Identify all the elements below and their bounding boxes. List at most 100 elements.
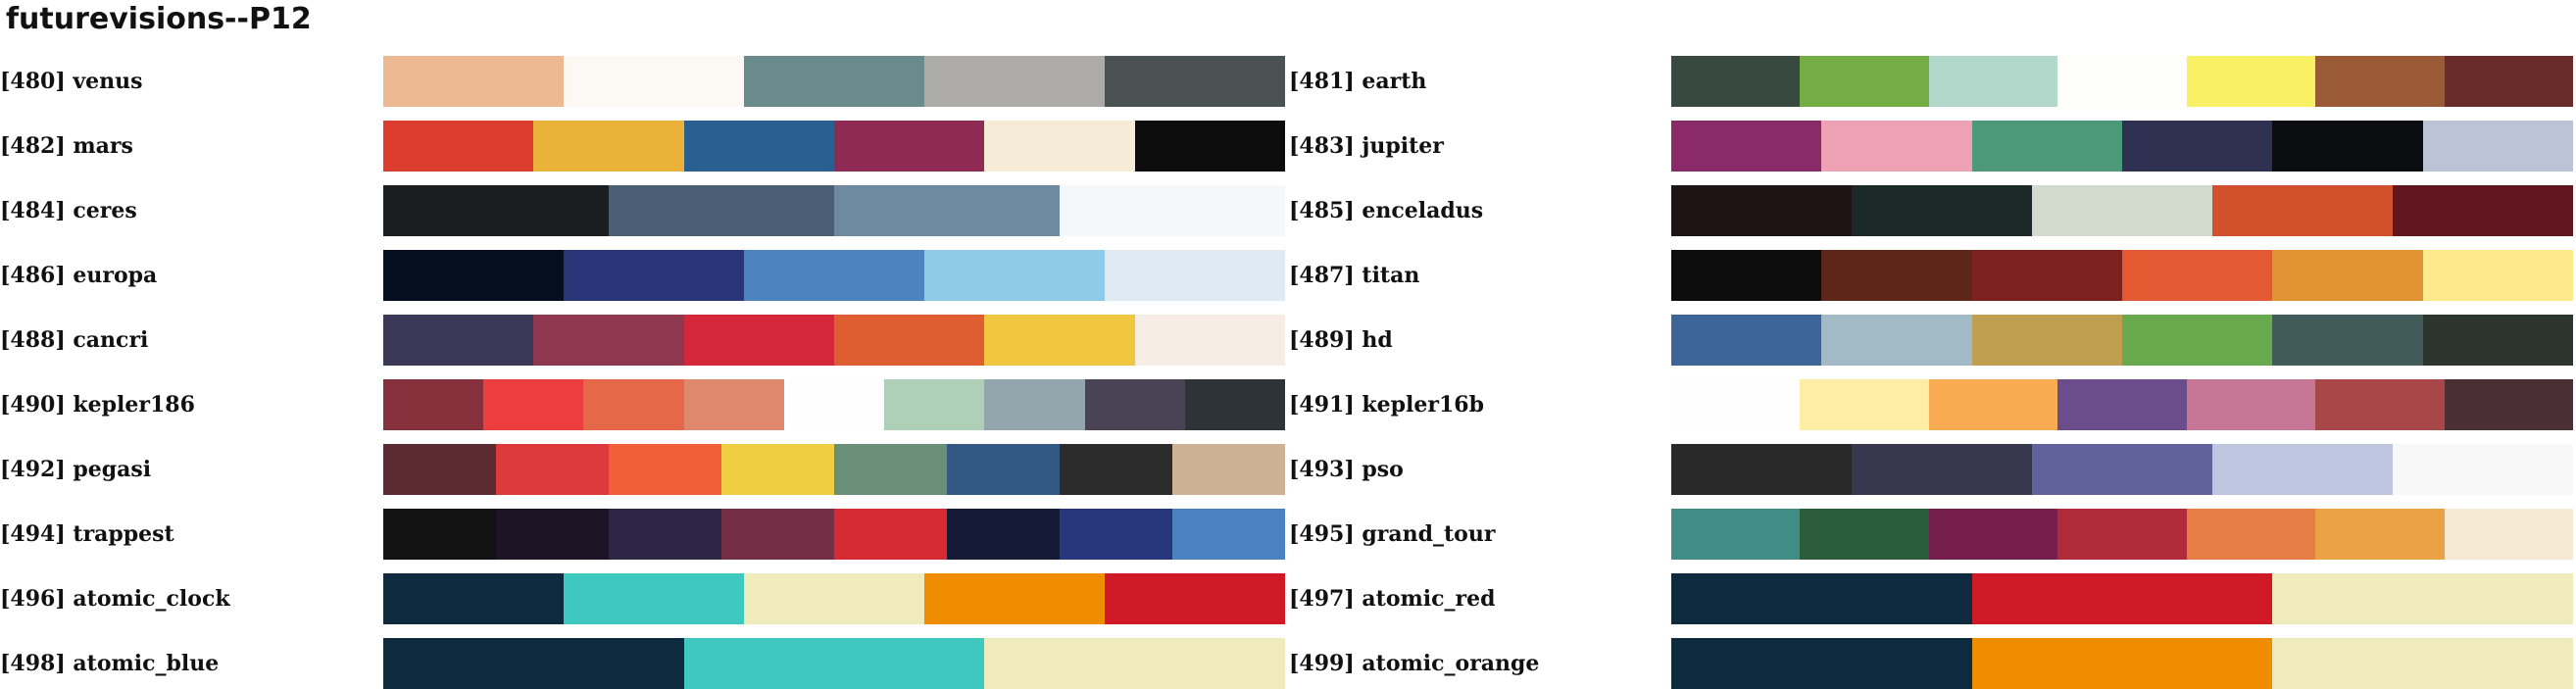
color-swatch xyxy=(834,185,1060,236)
color-swatch xyxy=(2422,121,2573,172)
palette-label-ceres: [484] ceres xyxy=(0,198,137,223)
color-swatch xyxy=(1172,509,1285,560)
color-swatch xyxy=(1671,185,1852,236)
palette-bar-europa xyxy=(383,250,1285,301)
color-swatch xyxy=(783,379,885,430)
palette-label-atomic-orange: [499] atomic_orange xyxy=(1289,651,1540,676)
color-swatch xyxy=(1821,121,1972,172)
color-swatch xyxy=(834,444,947,495)
color-swatch xyxy=(884,379,985,430)
color-swatch xyxy=(609,185,834,236)
color-swatch xyxy=(2444,509,2573,560)
color-swatch xyxy=(1928,56,2058,107)
color-swatch xyxy=(1852,444,2032,495)
color-swatch xyxy=(2272,315,2423,366)
color-swatch xyxy=(1821,250,1972,301)
palette-bar-kepler16b xyxy=(1671,379,2573,430)
palette-bar-pegasi xyxy=(383,444,1285,495)
color-swatch xyxy=(833,315,985,366)
color-swatch xyxy=(1971,250,2122,301)
palette-bar-enceladus xyxy=(1671,185,2573,236)
palette-bar-atomic-red xyxy=(1671,573,2574,624)
palette-label-kepler16b: [491] kepler16b xyxy=(1289,392,1484,418)
color-swatch xyxy=(1105,56,1285,107)
color-swatch xyxy=(383,56,564,107)
color-swatch xyxy=(1671,121,1822,172)
color-swatch xyxy=(683,121,834,172)
color-swatch xyxy=(2121,315,2273,366)
color-swatch xyxy=(1971,573,2273,624)
color-swatch xyxy=(564,250,744,301)
color-swatch xyxy=(609,509,721,560)
color-swatch xyxy=(683,379,784,430)
color-swatch xyxy=(2272,638,2574,689)
color-swatch xyxy=(1971,315,2122,366)
color-swatch xyxy=(1060,444,1172,495)
color-swatch xyxy=(1971,121,2122,172)
color-swatch xyxy=(924,56,1105,107)
palette-bar-hd xyxy=(1671,315,2573,366)
color-swatch xyxy=(683,315,834,366)
color-swatch xyxy=(1184,379,1285,430)
color-swatch xyxy=(1671,444,1852,495)
color-swatch xyxy=(1060,185,1285,236)
color-swatch xyxy=(924,573,1105,624)
color-swatch xyxy=(2032,444,2212,495)
palette-label-hd: [489] hd xyxy=(1289,327,1393,353)
palette-label-pegasi: [492] pegasi xyxy=(0,457,152,482)
color-swatch xyxy=(2444,379,2573,430)
palette-bar-jupiter xyxy=(1671,121,2573,172)
color-swatch xyxy=(483,379,584,430)
color-swatch xyxy=(2272,250,2423,301)
palette-bar-earth xyxy=(1671,56,2573,107)
color-swatch xyxy=(564,573,744,624)
color-swatch xyxy=(1671,638,1972,689)
color-swatch xyxy=(1852,185,2032,236)
color-swatch xyxy=(609,444,721,495)
palette-label-atomic-red: [497] atomic_red xyxy=(1289,586,1496,612)
color-swatch xyxy=(744,250,924,301)
palette-bar-trappest xyxy=(383,509,1285,560)
color-swatch xyxy=(1800,379,1929,430)
color-swatch xyxy=(1671,250,1822,301)
color-swatch xyxy=(1134,121,1285,172)
color-swatch xyxy=(383,379,484,430)
color-swatch xyxy=(744,56,924,107)
palette-label-mars: [482] mars xyxy=(0,133,133,159)
color-swatch xyxy=(383,573,564,624)
color-swatch xyxy=(533,121,684,172)
palette-bar-mars xyxy=(383,121,1285,172)
color-swatch xyxy=(721,444,834,495)
color-swatch xyxy=(2315,379,2445,430)
color-swatch xyxy=(1800,56,1929,107)
color-swatch xyxy=(834,509,947,560)
color-swatch xyxy=(1105,573,1285,624)
color-swatch xyxy=(1134,315,1285,366)
palette-label-jupiter: [483] jupiter xyxy=(1289,133,1444,159)
color-swatch xyxy=(1821,315,1972,366)
palette-label-trappest: [494] trappest xyxy=(0,521,174,547)
palette-label-enceladus: [485] enceladus xyxy=(1289,198,1484,223)
color-swatch xyxy=(2057,56,2187,107)
color-swatch xyxy=(1800,509,1929,560)
palette-label-earth: [481] earth xyxy=(1289,69,1427,94)
palette-bar-venus xyxy=(383,56,1285,107)
color-swatch xyxy=(2186,509,2316,560)
color-swatch xyxy=(2444,56,2573,107)
color-swatch xyxy=(947,509,1060,560)
palette-label-kepler186: [490] kepler186 xyxy=(0,392,195,418)
color-swatch xyxy=(583,379,684,430)
color-swatch xyxy=(924,250,1105,301)
palette-label-atomic-clock: [496] atomic_clock xyxy=(0,586,230,612)
color-swatch xyxy=(2186,379,2316,430)
color-swatch xyxy=(721,509,834,560)
palette-bar-atomic-clock xyxy=(383,573,1285,624)
color-swatch xyxy=(984,379,1085,430)
color-swatch xyxy=(564,56,744,107)
palette-bar-cancri xyxy=(383,315,1285,366)
color-swatch xyxy=(2121,250,2273,301)
color-swatch xyxy=(2422,250,2573,301)
color-swatch xyxy=(984,121,1135,172)
color-swatch xyxy=(2057,379,2187,430)
color-swatch xyxy=(1671,56,1801,107)
